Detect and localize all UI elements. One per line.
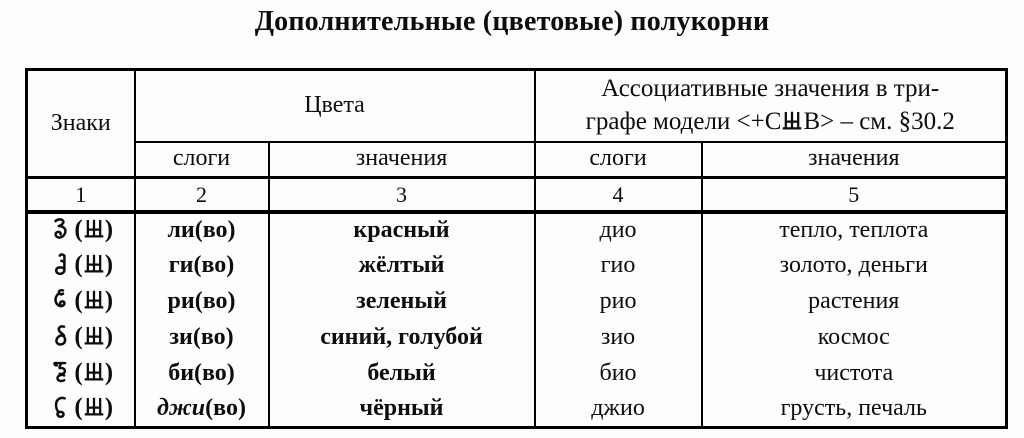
paren-close: ) <box>104 323 114 351</box>
page-title: Дополнительные (цветовые) полукорни <box>254 6 770 37</box>
ri-sign <box>48 287 72 314</box>
bi-sign <box>48 359 72 386</box>
syllable-stem: джи <box>157 394 206 421</box>
syllable-stem: би <box>168 359 195 386</box>
header-assoc-syllables: слоги <box>533 140 703 179</box>
col-number-2: 2 <box>133 176 270 214</box>
color-meaning-cell: чёрный <box>267 391 536 428</box>
assoc-syllable-cell: дио <box>533 211 703 248</box>
table-row: () ри(во) зеленый рио растения <box>25 283 1008 320</box>
col-number-5: 5 <box>700 176 1008 214</box>
li-sign <box>48 216 72 243</box>
syllable-ending: (во) <box>193 251 235 278</box>
header-row-subcols: слоги значения слоги значения <box>27 140 1008 179</box>
assoc-meaning-cell: космос <box>700 319 1008 356</box>
semi-roots-table: Знаки Цвета Ассоциативные значения в три… <box>25 68 1009 429</box>
color-meaning-cell: белый <box>267 355 536 392</box>
header-row-groups: Знаки Цвета Ассоциативные значения в три… <box>25 68 1008 179</box>
paren-open: ( <box>74 323 83 351</box>
syllable-stem: ги <box>168 251 194 278</box>
header-signs: Знаки <box>25 68 136 179</box>
paren-close: ) <box>104 251 114 279</box>
paren-close: ) <box>104 216 114 244</box>
column-numbers-row: 1 2 3 4 5 <box>25 176 1008 214</box>
sign-cell: () <box>25 319 136 356</box>
color-syllable-cell: ри(во) <box>133 283 270 320</box>
paren-open: ( <box>74 287 83 315</box>
color-meaning-cell: зеленый <box>267 283 536 320</box>
paren-open: ( <box>74 251 83 279</box>
assoc-line2: графе модели <+С В> – см. §30.2 <box>586 108 955 135</box>
sign-cell: () <box>25 247 136 284</box>
assoc-line2-pre: графе модели <+С <box>585 107 782 135</box>
dzhi-sign <box>48 394 72 421</box>
trident-glyph <box>84 218 104 241</box>
trident-glyph <box>84 396 104 419</box>
color-syllable-cell: ги(во) <box>133 247 270 284</box>
header-color-syllables: слоги <box>133 140 270 179</box>
paren-close: ) <box>104 287 114 315</box>
paren-close: ) <box>104 394 114 422</box>
syllable-ending: (во) <box>192 323 234 350</box>
trident-glyph <box>84 289 104 312</box>
sign-cell: () <box>25 355 136 392</box>
syllable-stem: зи <box>169 323 193 350</box>
syllable-ending: (во) <box>194 216 236 243</box>
trident-glyph <box>84 325 104 348</box>
col-number-1: 1 <box>25 176 136 214</box>
color-meaning-cell: синий, голубой <box>267 319 536 356</box>
sign-cell: () <box>25 391 136 428</box>
paren-close: ) <box>104 359 114 387</box>
syllable-stem: ри <box>167 287 195 314</box>
trident-glyph <box>84 361 104 384</box>
paren-open: ( <box>74 216 83 244</box>
paren-open: ( <box>74 394 83 422</box>
assoc-meaning-cell: грусть, печаль <box>700 391 1008 428</box>
assoc-meaning-cell: тепло, теплота <box>700 211 1008 248</box>
zi-sign <box>48 323 72 350</box>
syllable-stem: ли <box>167 216 195 243</box>
assoc-meaning-cell: золото, деньги <box>700 247 1008 284</box>
header-assoc-group: Ассоциативные значения в три- графе моде… <box>533 68 1008 143</box>
paren-open: ( <box>74 359 83 387</box>
sign-cell: () <box>25 283 136 320</box>
table-row: () ги(во) жёлтый гио золото, деньги <box>25 247 1008 284</box>
header-assoc-meanings: значения <box>700 140 1008 179</box>
table-row: () би(во) белый био чистота <box>25 355 1008 392</box>
assoc-meaning-cell: чистота <box>700 355 1008 392</box>
assoc-meaning-cell: растения <box>700 283 1008 320</box>
trident-glyph <box>84 253 104 276</box>
table-row: () джи(во) чёрный джио грусть, печаль <box>25 391 1008 428</box>
color-meaning-cell: жёлтый <box>267 247 536 284</box>
assoc-syllable-cell: гио <box>533 247 703 284</box>
sign-cell: () <box>25 211 136 248</box>
color-syllable-cell: зи(во) <box>133 319 270 356</box>
header-color-meanings: значения <box>267 140 536 179</box>
color-syllable-cell: би(во) <box>133 355 270 392</box>
color-syllable-cell: джи(во) <box>133 391 270 428</box>
col-number-3: 3 <box>267 176 536 214</box>
table-row: () ли(во) красный дио тепло, теплота <box>25 211 1008 248</box>
color-syllable-cell: ли(во) <box>133 211 270 248</box>
trident-glyph <box>782 110 802 133</box>
gi-sign <box>48 251 72 278</box>
assoc-syllable-cell: рио <box>533 283 703 320</box>
assoc-syllable-cell: джио <box>533 391 703 428</box>
assoc-syllable-cell: био <box>533 355 703 392</box>
table-row: () зи(во) синий, голубой зио космос <box>25 319 1008 356</box>
syllable-ending: (во) <box>205 394 246 421</box>
col-number-4: 4 <box>533 176 703 214</box>
assoc-line1: Ассоциативные значения в три- <box>601 75 940 103</box>
assoc-line2-post: В> – см. §30.2 <box>803 107 955 135</box>
syllable-ending: (во) <box>194 287 236 314</box>
header-colors-group: Цвета <box>133 68 536 143</box>
color-meaning-cell: красный <box>267 211 536 248</box>
assoc-syllable-cell: зио <box>533 319 703 356</box>
syllable-ending: (во) <box>194 359 235 386</box>
